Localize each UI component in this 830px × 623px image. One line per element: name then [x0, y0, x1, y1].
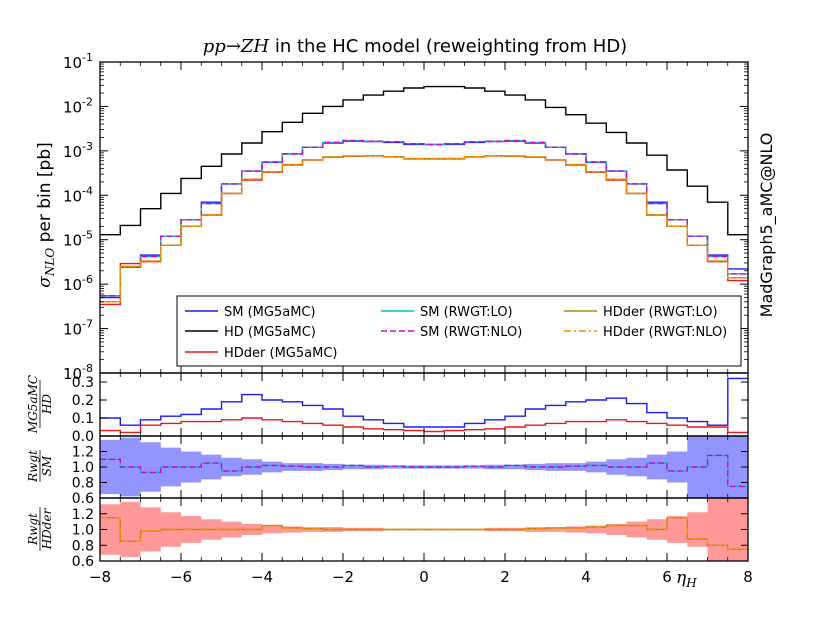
y-tick-label: 0.6	[72, 491, 94, 507]
legend-label: HDder (RWGT:LO)	[603, 305, 718, 320]
legend-entry-sm-rwgt-nlo: SM (RWGT:NLO)	[381, 325, 522, 340]
legend: SM (MG5aMC) HD (MG5aMC) HDder (MG5aMC) S…	[176, 295, 742, 367]
legend-entry-sm-mg5: SM (MG5aMC)	[185, 305, 316, 320]
legend-label: HDder (MG5aMC)	[224, 346, 337, 361]
ratio2-y-label: Rwgt SM	[26, 450, 54, 483]
ratio3-num: Rwgt	[26, 513, 40, 546]
side-label: MadGraph5_aMC@NLO	[757, 133, 777, 318]
title-math: pp→ZH	[203, 36, 270, 57]
y-tick-label: 10-3	[63, 140, 93, 161]
y-tick-label: 0.3	[72, 375, 94, 391]
y-tick-label: 0.6	[72, 554, 94, 570]
y-tick-label: 1.2	[72, 445, 94, 461]
ratio1-num: MG5aMC	[26, 375, 40, 434]
ratio-series-line-1	[100, 517, 748, 550]
x-tick-label: 8	[743, 568, 753, 586]
ratio-series-line-0	[100, 377, 748, 428]
panel-frame-3	[99, 497, 749, 562]
y-tick-label: 10-5	[63, 229, 93, 250]
ratio2-den: SM	[40, 455, 54, 476]
plot-layer: 10-8 10-7 10-6 10-5 10-4 10-3 10-2 10-1 0.0 0.1 0.…	[63, 51, 753, 586]
x-tick-label: −2	[332, 568, 354, 586]
series-line-1	[100, 85, 748, 236]
y-tick-label: 0.8	[72, 538, 94, 554]
legend-label: SM (RWGT:NLO)	[420, 325, 522, 340]
x-tick-label: −6	[170, 568, 192, 586]
series-line-4	[100, 139, 748, 297]
x-label-eta: η	[676, 568, 687, 588]
x-tick-label: 4	[581, 568, 591, 586]
legend-entry-hdder-mg5: HDder (MG5aMC)	[185, 346, 337, 361]
x-axis-label: ηH	[676, 568, 697, 590]
legend-label: HDder (RWGT:NLO)	[603, 325, 727, 340]
series-line-3	[100, 139, 748, 297]
legend-box	[176, 295, 742, 367]
y-tick-label: 10-2	[63, 95, 93, 116]
y-tick-label: 0.0	[72, 429, 94, 445]
legend-entry-sm-rwgt-lo: SM (RWGT:LO)	[381, 305, 513, 320]
legend-label: SM (MG5aMC)	[224, 305, 316, 320]
legend-entry-hd-mg5: HD (MG5aMC)	[185, 325, 316, 340]
legend-label: SM (RWGT:LO)	[420, 305, 513, 320]
title-rest: in the HC model (reweighting from HD)	[269, 36, 627, 57]
x-tick-label: 0	[419, 568, 429, 586]
y-tick-label: 10-4	[63, 184, 93, 205]
series-line-5	[100, 155, 748, 303]
ratio3-y-label: Rwgt HDder	[26, 507, 54, 551]
y-tick-label: 10-1	[63, 51, 93, 72]
y-label-rest: per bin [pb]	[35, 142, 55, 248]
main-y-label: σNLO per bin [pb]	[35, 142, 57, 288]
y-tick-label: 10-6	[63, 273, 93, 294]
x-tick-label: 6	[662, 568, 672, 586]
x-tick-label: −4	[251, 568, 273, 586]
y-label-sigma: σ	[35, 276, 55, 288]
y-tick-label: 0.8	[72, 476, 94, 492]
chart-title: pp→ZH in the HC model (reweighting from …	[203, 36, 627, 57]
ratio-series-line-1	[100, 454, 748, 488]
y-label-sub: NLO	[43, 248, 57, 277]
legend-label: HD (MG5aMC)	[224, 325, 316, 340]
ratio3-den: HDder	[40, 507, 54, 550]
y-tick-label: 0.2	[72, 393, 94, 409]
ratio1-y-label: MG5aMC HD	[26, 375, 54, 434]
y-tick-label: 1.2	[72, 507, 94, 523]
y-tick-label: 0.1	[72, 411, 94, 427]
x-label-sub: H	[685, 576, 697, 590]
series-line-6	[100, 155, 748, 303]
legend-entry-hdder-rwgt-lo: HDder (RWGT:LO)	[564, 305, 718, 320]
y-tick-label: 1.0	[72, 460, 94, 476]
y-tick-label: 1.0	[72, 523, 94, 539]
legend-entry-hdder-rwgt-nlo: HDder (RWGT:NLO)	[564, 325, 727, 340]
ratio1-den: HD	[40, 394, 54, 415]
x-tick-label: −8	[89, 568, 111, 586]
y-tick-label: 10-7	[63, 318, 93, 339]
y-tick-label: 10-8	[63, 362, 93, 383]
ratio2-num: Rwgt	[26, 450, 40, 483]
x-tick-label: 2	[500, 568, 510, 586]
